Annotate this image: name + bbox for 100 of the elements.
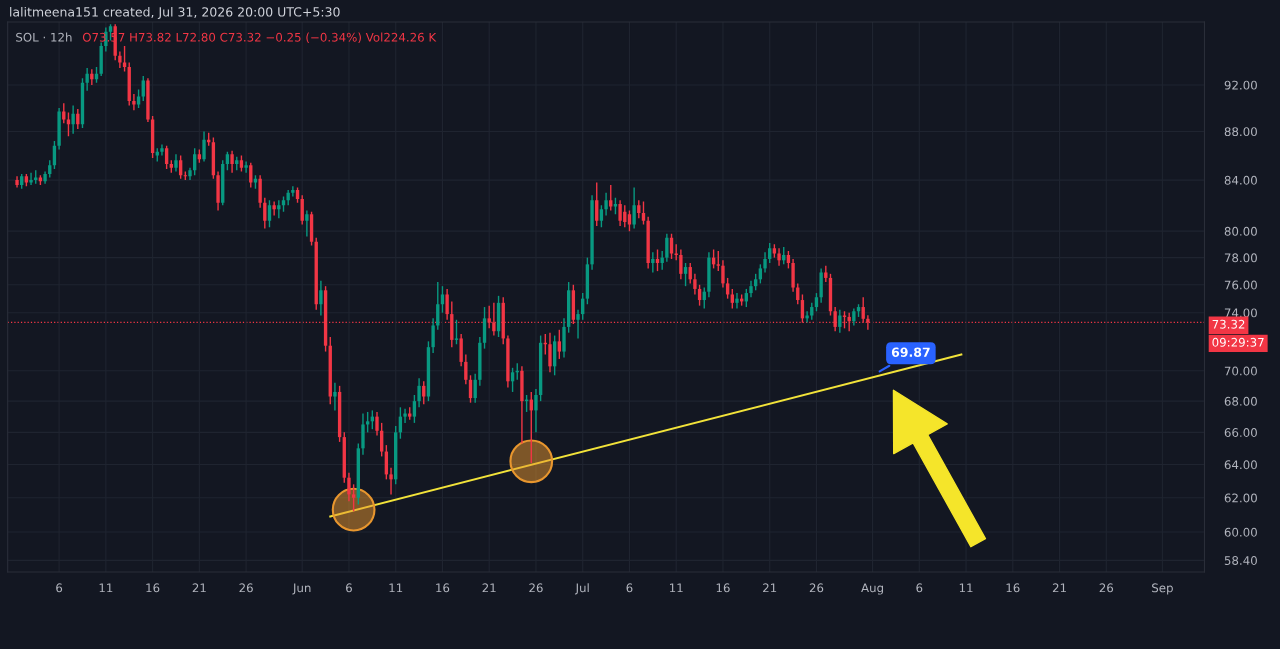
candlestick (445, 288, 449, 321)
candlestick (164, 145, 169, 170)
candlestick (422, 380, 426, 405)
candlestick (305, 209, 309, 238)
x-tick-label: 16 (146, 583, 160, 593)
x-tick-label: 11 (959, 583, 973, 593)
y-tick-label: 70.00 (1224, 366, 1257, 376)
x-tick-label: 16 (436, 583, 450, 593)
candlestick (440, 285, 445, 314)
x-tick-label: Aug (861, 583, 884, 595)
candlestick (814, 292, 819, 312)
x-tick-label: 26 (809, 583, 824, 593)
x-tick-label: 26 (239, 583, 253, 593)
x-tick-label: Jul (574, 583, 589, 595)
y-tick-label: 80.00 (1224, 226, 1257, 236)
y-tick-label: 62.00 (1224, 493, 1257, 503)
candlestick (716, 250, 720, 272)
candlestick (768, 242, 772, 264)
candlestick (777, 247, 781, 267)
candlestick (225, 151, 230, 171)
x-tick-label: 21 (482, 583, 496, 593)
candlestick (595, 181, 599, 227)
candlestick (510, 367, 515, 393)
candlestick (29, 171, 33, 186)
x-tick-label: 21 (1052, 583, 1066, 593)
x-tick-label: 26 (529, 583, 543, 593)
candlestick (651, 251, 655, 274)
y-tick-label: 92.00 (1224, 80, 1257, 90)
x-tick-label: 11 (389, 583, 403, 593)
x-tick-label: Sep (1152, 583, 1173, 595)
text: 09:29:37 (1212, 337, 1264, 347)
candlestick (473, 373, 477, 404)
candlestick (263, 196, 267, 230)
candlestick (347, 472, 351, 502)
candlestick (641, 200, 646, 226)
candlestick (763, 251, 767, 274)
candlestick (351, 483, 356, 513)
candlestick (557, 329, 562, 360)
candlestick (272, 200, 276, 217)
candlestick (300, 194, 304, 226)
candlestick (618, 199, 622, 227)
candlestick (693, 273, 697, 296)
candlestick (632, 186, 636, 230)
candlestick (267, 199, 272, 228)
y-tick-label: 68.00 (1224, 396, 1257, 406)
x-tick-label: 6 (346, 583, 352, 593)
candlestick (721, 259, 725, 289)
candlestick (459, 333, 463, 368)
candlestick (833, 306, 837, 332)
candlestick (361, 412, 365, 456)
candlestick (375, 411, 379, 437)
candlestick (454, 319, 459, 345)
candlestick (291, 185, 295, 198)
candlestick (464, 353, 468, 386)
x-tick-label: 21 (763, 583, 777, 593)
candlestick (604, 191, 608, 217)
candlestick (534, 388, 538, 434)
candlestick (62, 102, 66, 124)
candlestick (380, 422, 384, 458)
candlestick (660, 250, 664, 271)
candlestick (548, 331, 552, 373)
candlestick (609, 184, 613, 212)
candlestick (333, 382, 337, 412)
x-tick-label: 16 (716, 583, 730, 593)
x-tick-label: 21 (192, 583, 206, 593)
candlestick (389, 467, 393, 496)
x-tick-label: 6 (56, 583, 63, 593)
candlestick (249, 162, 253, 189)
candlestick (178, 154, 183, 180)
y-tick-label: 58.40 (1224, 556, 1257, 565)
text: lalitmeena151 created, Jul 31, 2026 20:00 UTC+5:30 (10, 6, 340, 19)
y-tick-label: 88.00 (1224, 127, 1257, 137)
y-tick-label: 66.00 (1224, 428, 1257, 438)
candlestick (319, 279, 323, 317)
candlestick (412, 394, 417, 424)
candlestick (679, 248, 683, 280)
x-tick-label: Jun (292, 583, 311, 595)
x-tick-label: 16 (1006, 583, 1020, 593)
candlestick (665, 233, 669, 263)
candlestick (122, 45, 127, 73)
y-tick-label: 60.00 (1224, 527, 1257, 537)
candlestick (85, 67, 89, 92)
candlestick (90, 68, 94, 86)
candlestick (244, 160, 248, 174)
candlestick (730, 288, 734, 310)
x-tick-label: 6 (626, 583, 633, 593)
text: SOL · 12h (16, 32, 72, 42)
candlestick (627, 209, 632, 232)
candlestick (417, 377, 421, 408)
x-tick-label: 11 (669, 583, 683, 593)
x-tick-label: 6 (916, 583, 923, 593)
candlestick (838, 309, 842, 334)
candlestick (735, 292, 739, 310)
candlestick (403, 408, 407, 424)
candlestick (132, 93, 136, 111)
ref-line-label: 73.32 (1212, 319, 1245, 329)
candlestick (683, 262, 688, 287)
candlestick (258, 174, 262, 209)
candlestick (202, 130, 206, 163)
x-tick-label: 11 (99, 583, 113, 593)
